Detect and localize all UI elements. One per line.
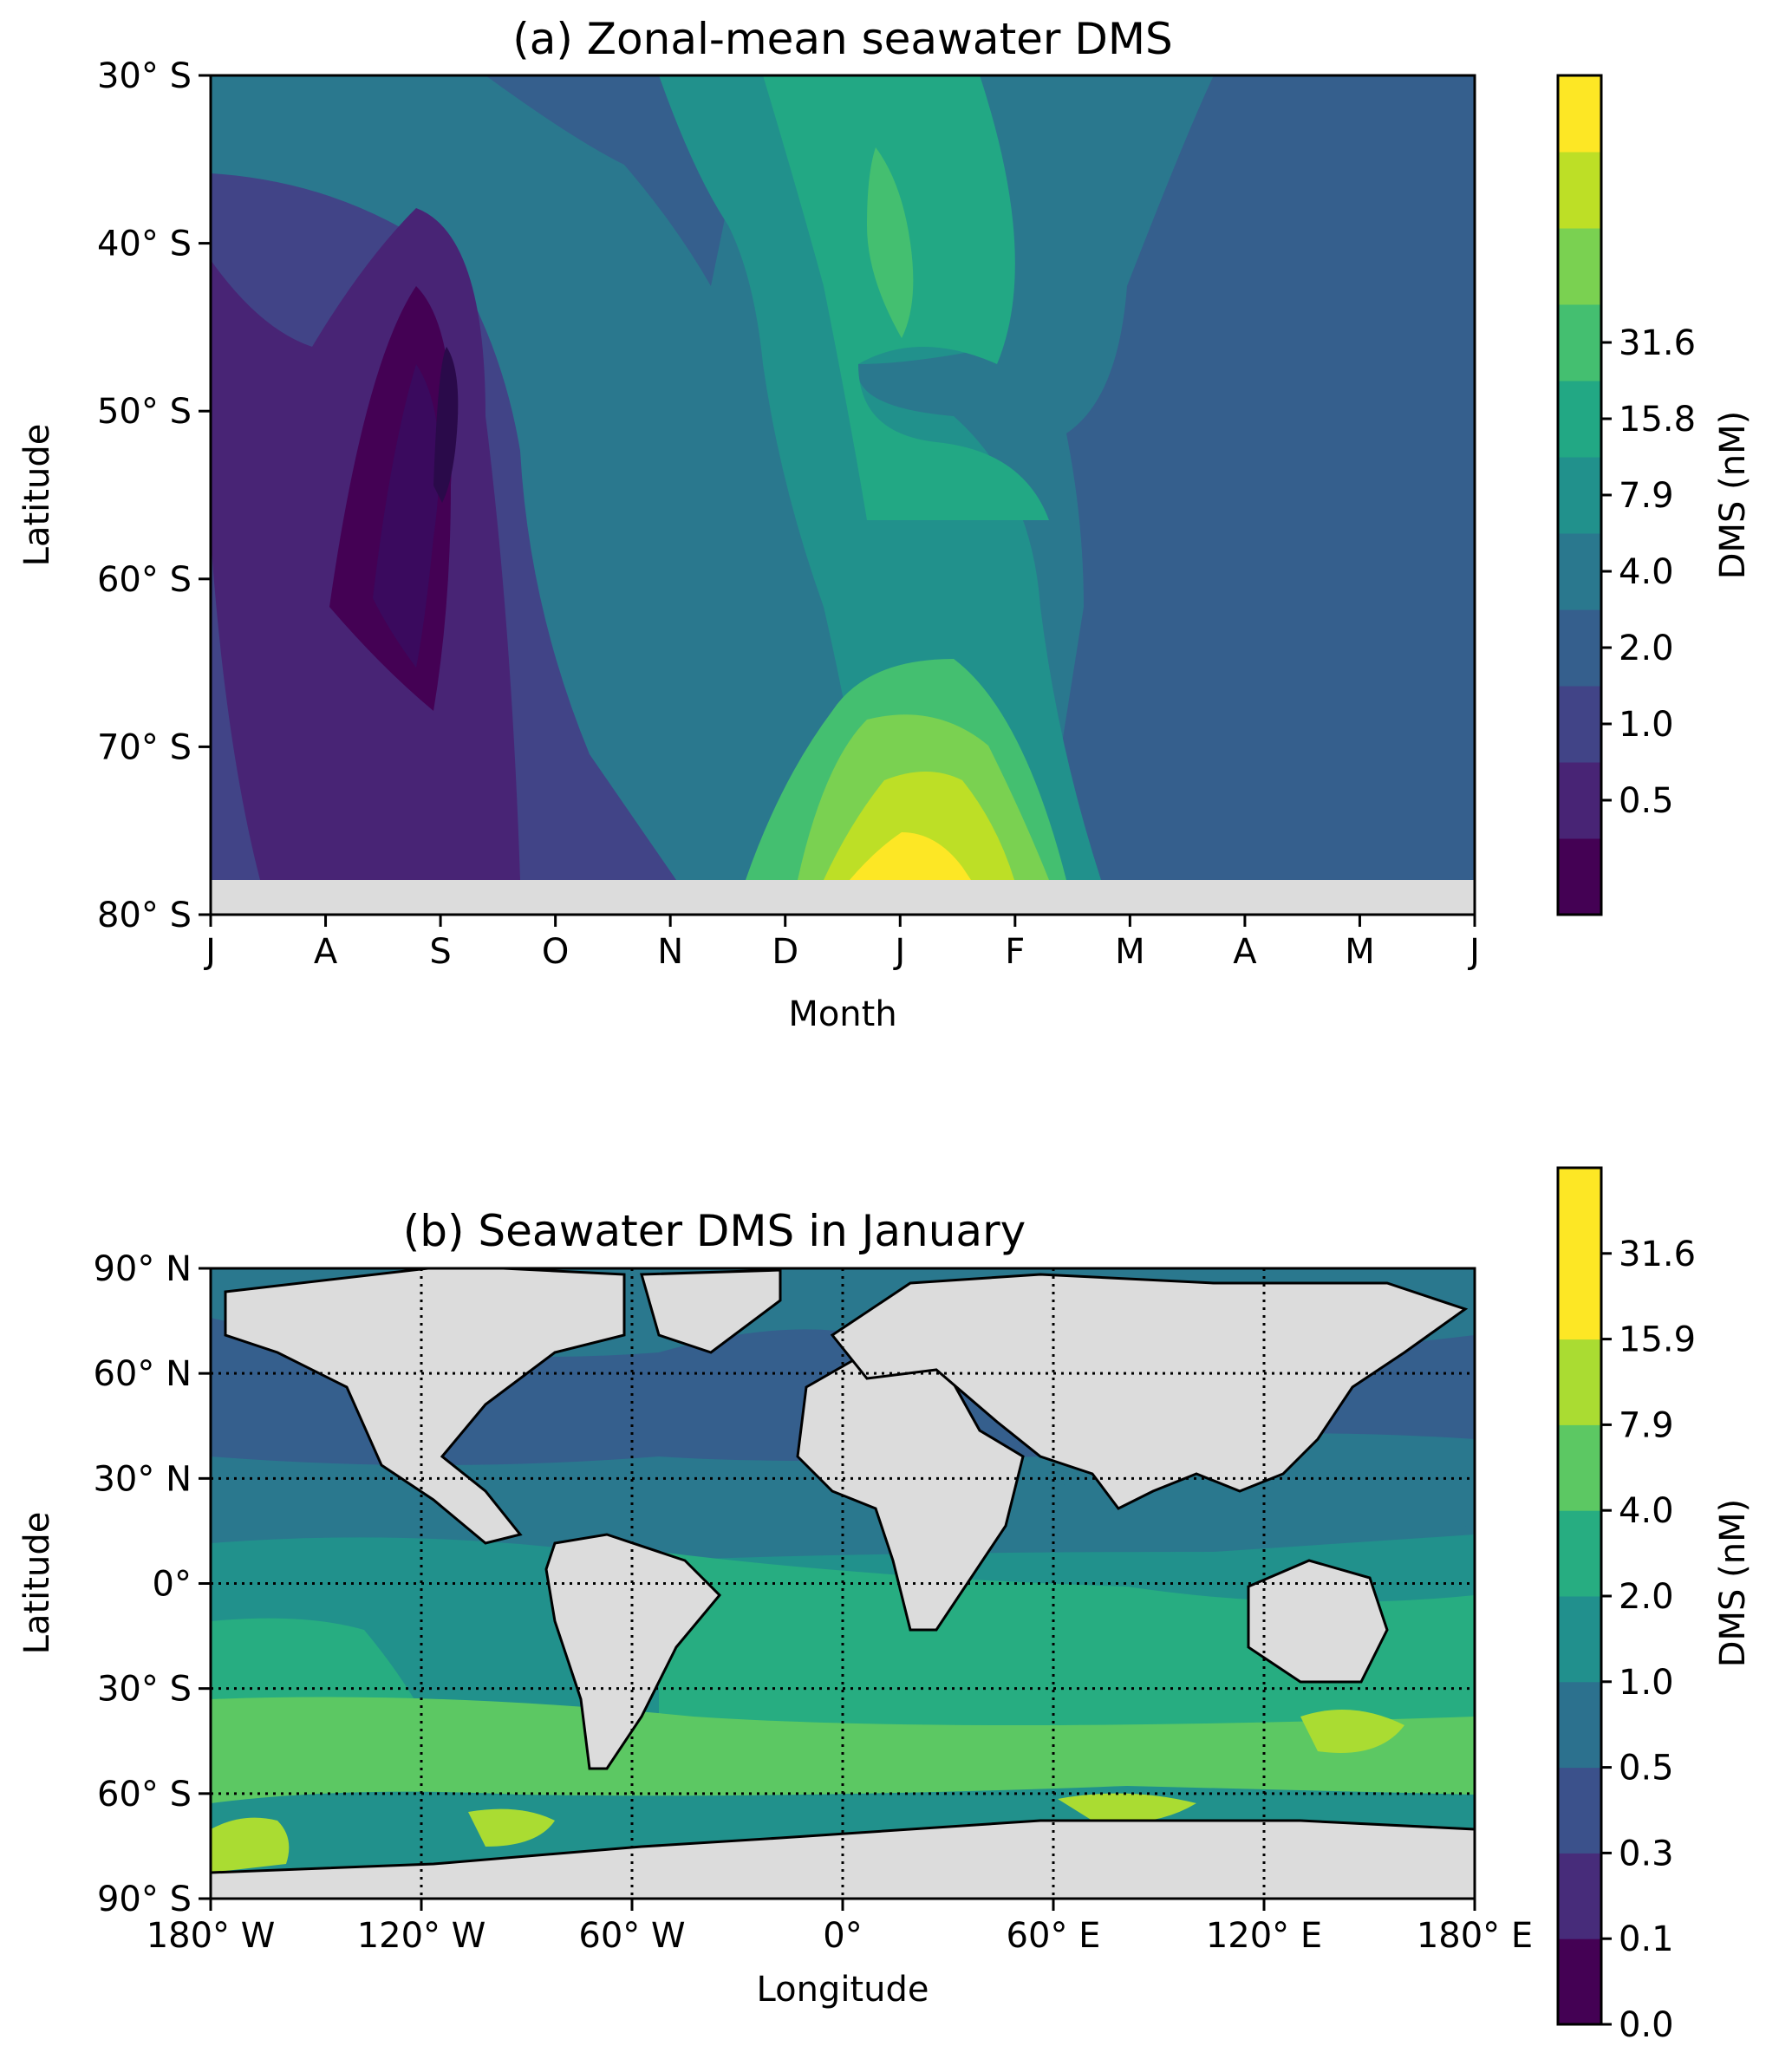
colorbar-segment xyxy=(1558,838,1601,915)
y-tick-label: 0° xyxy=(153,1565,192,1605)
colorbar-tick-label: 1.0 xyxy=(1619,1663,1674,1703)
x-tick-label: F xyxy=(1005,932,1025,972)
x-tick-label: J xyxy=(1467,932,1480,972)
x-tick-label: 120° E xyxy=(1206,1916,1322,1956)
colorbar-tick-label: 31.6 xyxy=(1619,1235,1696,1274)
colorbar-segment xyxy=(1558,1168,1601,1254)
x-tick-label: A xyxy=(314,932,338,972)
y-tick-label: 30° S xyxy=(97,56,192,96)
y-tick-label: 90° N xyxy=(93,1249,192,1289)
panel-a-x-label: Month xyxy=(788,994,896,1034)
x-tick-label: J xyxy=(892,932,905,972)
panel-b: (b) Seawater DMS in January xyxy=(17,1166,1753,2045)
panel-b-colorbar: 0.0 0.1 0.3 0.5 1.0 2.0 4.0 7.9 15.9 31.6 xyxy=(1556,1166,1696,2045)
colorbar-tick-label: 0.3 xyxy=(1619,1834,1674,1873)
colorbar-segment xyxy=(1558,457,1601,534)
x-tick-label: 60° E xyxy=(1007,1916,1101,1956)
y-tick-label: 70° S xyxy=(97,727,192,767)
x-tick-label: O xyxy=(542,932,569,972)
panel-a: (a) Zonal-mean seawater DMS J A S O N D J F M A M J… xyxy=(17,14,1753,1034)
colorbar-tick-label: 4.0 xyxy=(1619,1491,1674,1531)
colorbar-tick-label: 15.9 xyxy=(1619,1320,1696,1360)
colorbar-segment xyxy=(1558,1596,1601,1683)
colorbar-segment xyxy=(1558,304,1601,381)
colorbar-tick-label: 31.6 xyxy=(1619,323,1696,363)
panel-b-x-label: Longitude xyxy=(757,1970,929,2010)
colorbar-segment xyxy=(1558,1253,1601,1340)
y-tick-label: 40° S xyxy=(97,225,192,264)
panel-a-y-label: Latitude xyxy=(17,424,57,567)
y-tick-label: 60° N xyxy=(93,1354,192,1394)
colorbar-tick-label: 15.8 xyxy=(1619,400,1696,440)
colorbar-tick-label: 0.5 xyxy=(1619,1749,1674,1789)
colorbar-segment xyxy=(1558,1938,1601,2025)
x-tick-label: M xyxy=(1345,932,1375,972)
colorbar-segment xyxy=(1558,1681,1601,1769)
colorbar-segment xyxy=(1558,228,1601,305)
colorbar-segment xyxy=(1558,1424,1601,1511)
x-tick-label: J xyxy=(203,932,216,972)
panel-a-colorbar: 0.5 1.0 2.0 4.0 7.9 15.8 31.6 xyxy=(1556,74,1696,916)
y-tick-label: 80° S xyxy=(97,896,192,935)
x-tick-label: 180° W xyxy=(147,1916,276,1956)
colorbar-tick-label: 2.0 xyxy=(1619,1577,1674,1617)
panel-a-title: (a) Zonal-mean seawater DMS xyxy=(512,14,1173,64)
colorbar-segment xyxy=(1558,762,1601,839)
colorbar-segment xyxy=(1558,609,1601,687)
panel-b-title: (b) Seawater DMS in January xyxy=(403,1206,1026,1256)
x-tick-label: N xyxy=(657,932,683,972)
colorbar-tick-label: 0.1 xyxy=(1619,1919,1674,1959)
colorbar-tick-label: 0.5 xyxy=(1619,781,1674,821)
colorbar-tick-label: 2.0 xyxy=(1619,629,1674,668)
colorbar-tick-label: 1.0 xyxy=(1619,705,1674,745)
colorbar-tick-label: 7.9 xyxy=(1619,476,1674,516)
y-tick-label: 60° S xyxy=(97,560,192,600)
colorbar-segment xyxy=(1558,1510,1601,1597)
y-tick-label: 60° S xyxy=(97,1775,192,1815)
x-tick-label: D xyxy=(772,932,798,972)
x-tick-label: 180° E xyxy=(1417,1916,1533,1956)
panel-a-contour-field xyxy=(211,75,1475,915)
y-tick-label: 30° S xyxy=(97,1670,192,1710)
panel-b-colorbar-label: DMS (nM) xyxy=(1713,1499,1753,1668)
panel-b-y-ticks: 90° N 60° N 30° N 0° 30° S 60° S 90° S xyxy=(93,1249,211,1919)
x-tick-label: A xyxy=(1233,932,1257,972)
panel-b-x-ticks: 180° W 120° W 60° W 0° 60° E 120° E 180° E xyxy=(147,1899,1533,1956)
x-tick-label: 120° W xyxy=(357,1916,486,1956)
x-tick-label: M xyxy=(1115,932,1145,972)
y-tick-label: 90° S xyxy=(97,1880,192,1919)
continents xyxy=(211,1268,1475,1899)
colorbar-tick-label: 4.0 xyxy=(1619,552,1674,592)
y-tick-label: 50° S xyxy=(97,392,192,432)
panel-b-gridlines xyxy=(211,1268,1475,1899)
colorbar-segment xyxy=(1558,1853,1601,1939)
x-tick-label: 0° xyxy=(823,1916,862,1956)
colorbar-segment xyxy=(1558,381,1601,458)
colorbar-segment xyxy=(1558,533,1601,610)
colorbar-segment xyxy=(1558,75,1601,153)
colorbar-tick-label: 0.0 xyxy=(1619,2005,1674,2045)
x-tick-label: S xyxy=(429,932,451,972)
x-tick-label: 60° W xyxy=(578,1916,685,1956)
panel-a-colorbar-label: DMS (nM) xyxy=(1713,411,1753,580)
colorbar-segment xyxy=(1558,1767,1601,1854)
y-tick-label: 30° N xyxy=(93,1459,192,1499)
colorbar-segment xyxy=(1558,1339,1601,1425)
colorbar-segment xyxy=(1558,152,1601,229)
panel-a-axes-frame xyxy=(209,74,1476,916)
panel-b-y-label: Latitude xyxy=(17,1512,57,1655)
panel-a-y-ticks: 30° S 40° S 50° S 60° S 70° S 80° S xyxy=(97,56,211,935)
colorbar-segment xyxy=(1558,686,1601,763)
colorbar-tick-label: 7.9 xyxy=(1619,1405,1674,1445)
